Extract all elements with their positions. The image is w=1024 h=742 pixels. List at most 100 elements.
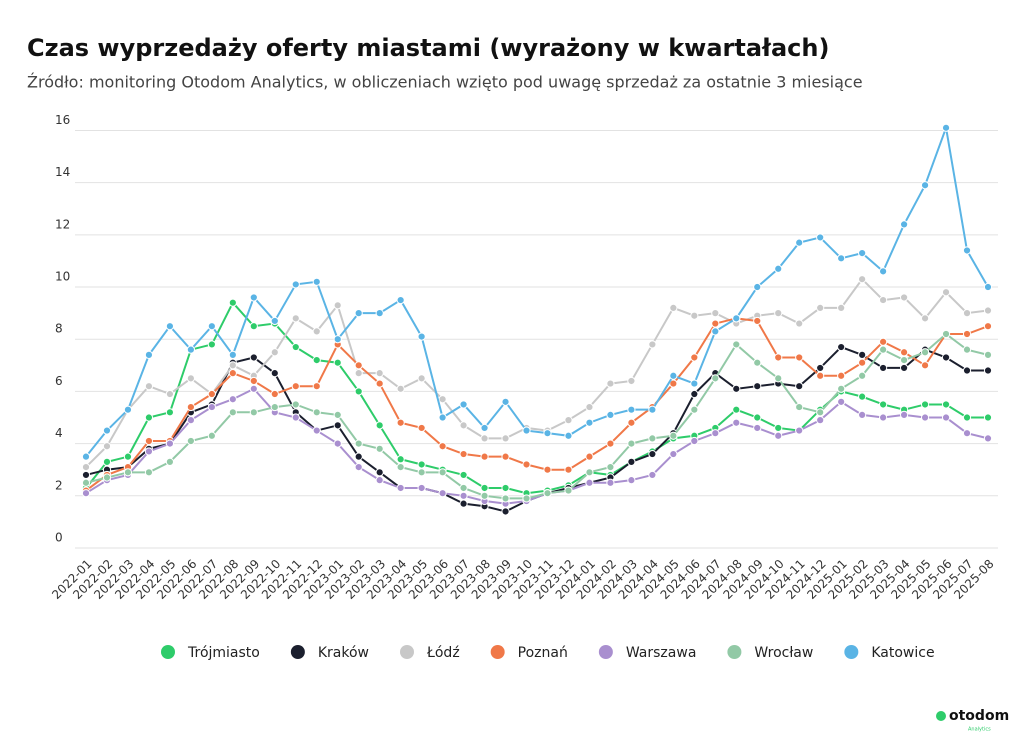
data-point — [941, 400, 951, 409]
data-point — [375, 369, 384, 378]
data-point — [983, 322, 993, 331]
data-point — [291, 400, 300, 409]
data-point — [983, 413, 993, 422]
data-point — [291, 280, 300, 289]
data-point — [983, 282, 993, 292]
data-point — [333, 301, 342, 310]
data-point — [417, 483, 426, 493]
legend-marker — [161, 645, 175, 659]
data-point — [753, 382, 762, 391]
legend-marker — [490, 645, 505, 659]
data-point — [354, 361, 363, 370]
data-point — [879, 413, 888, 422]
data-point — [732, 384, 741, 393]
data-point — [312, 277, 321, 286]
data-point — [501, 452, 510, 461]
data-point — [165, 457, 175, 466]
data-point — [438, 442, 447, 451]
data-point — [396, 455, 405, 464]
data-point — [165, 439, 175, 448]
data-point — [417, 374, 426, 383]
legend-marker — [727, 645, 742, 659]
data-point — [123, 405, 133, 414]
data-point — [858, 392, 867, 401]
y-tick-label: 16 — [55, 113, 70, 127]
y-tick-label: 0 — [55, 531, 63, 545]
data-point — [186, 402, 195, 412]
data-point — [186, 374, 195, 383]
data-point — [690, 311, 699, 320]
data-point — [920, 413, 930, 422]
data-point — [711, 429, 720, 438]
data-point — [354, 309, 363, 318]
data-point — [459, 491, 468, 500]
data-point — [438, 468, 447, 477]
brand-icon — [936, 711, 946, 721]
data-point — [396, 418, 405, 427]
data-point — [669, 379, 678, 388]
data-point — [753, 358, 762, 367]
legend-label: Wrocław — [754, 645, 813, 661]
legend-marker — [598, 645, 613, 659]
data-point — [165, 322, 175, 331]
data-point — [417, 332, 426, 341]
data-point — [858, 371, 867, 380]
data-point — [690, 436, 699, 446]
data-point — [438, 413, 447, 422]
data-point — [501, 507, 510, 516]
data-point — [207, 340, 216, 349]
data-point — [249, 353, 258, 362]
data-point — [501, 483, 510, 493]
legend-item: Poznań — [490, 645, 568, 661]
data-point — [333, 410, 342, 420]
y-tick-label: 8 — [55, 322, 63, 336]
data-point — [711, 327, 720, 336]
data-point — [920, 400, 930, 409]
data-point — [962, 246, 972, 255]
data-point — [564, 416, 573, 425]
data-point — [459, 449, 468, 459]
data-point — [438, 395, 447, 404]
data-point — [627, 376, 636, 386]
series — [81, 329, 993, 503]
data-point — [312, 355, 321, 365]
data-point — [879, 337, 888, 346]
legend: Trójmiasto Kraków Łódź Poznań Warszawa Wrocła… — [161, 645, 935, 661]
data-point — [690, 379, 699, 388]
data-point — [858, 410, 867, 420]
data-point — [920, 181, 930, 190]
data-point — [165, 389, 175, 399]
data-point — [375, 444, 384, 453]
legend-label: Kraków — [318, 645, 369, 661]
data-point — [627, 405, 636, 414]
data-point — [879, 295, 888, 305]
data-point — [270, 389, 279, 399]
data-point — [690, 405, 699, 414]
data-point — [983, 366, 993, 375]
data-point — [270, 402, 279, 412]
data-point — [690, 353, 699, 362]
data-point — [291, 342, 300, 352]
data-point — [795, 402, 804, 412]
data-point — [858, 248, 867, 258]
data-point — [962, 366, 972, 375]
data-point — [417, 423, 426, 433]
data-point — [249, 322, 258, 331]
data-point — [228, 350, 237, 359]
data-point — [102, 442, 112, 451]
data-point — [207, 322, 216, 331]
data-point — [899, 363, 909, 373]
data-point — [564, 486, 573, 495]
data-point — [291, 413, 300, 422]
data-point — [816, 416, 825, 425]
data-point — [795, 426, 804, 435]
y-tick-label: 4 — [55, 426, 63, 440]
data-point — [165, 408, 175, 417]
data-point — [354, 387, 363, 396]
data-point — [753, 413, 762, 422]
legend-item: Łódź — [400, 645, 460, 661]
data-point — [186, 436, 195, 446]
brand-name: otodom — [949, 708, 1009, 724]
data-point — [585, 468, 594, 477]
